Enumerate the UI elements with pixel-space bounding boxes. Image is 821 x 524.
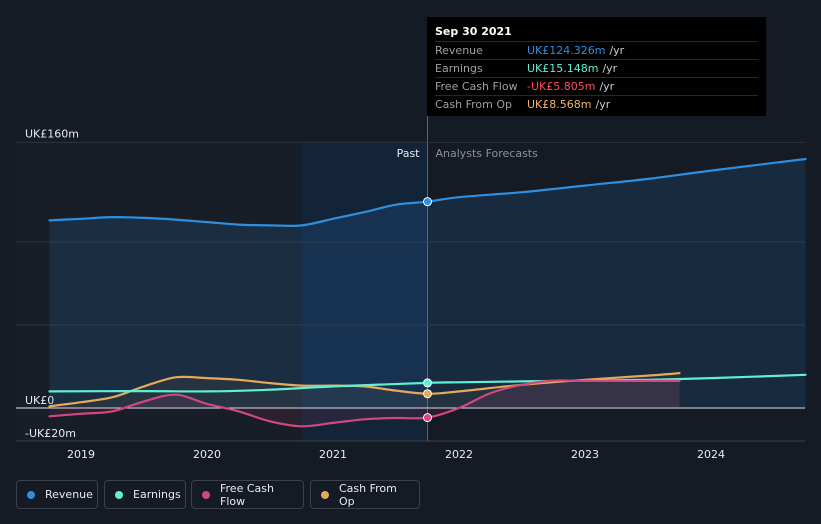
legend-label: Free Cash Flow xyxy=(220,481,274,508)
past-label: Past xyxy=(397,147,421,160)
tooltip-label: Earnings xyxy=(435,62,483,75)
free-cash-flow-dot-icon xyxy=(202,490,210,499)
earnings-marker xyxy=(423,378,432,388)
y-tick-label: UK£0 xyxy=(25,394,54,407)
free-cash-flow-area xyxy=(49,380,680,427)
y-tick-label: -UK£20m xyxy=(25,427,76,440)
tooltip-value: -UK£5.805m xyxy=(527,80,596,93)
legend-item-cash-from-op[interactable]: Cash From Op xyxy=(310,480,420,509)
cash-from-op-marker xyxy=(423,389,432,399)
tooltip-unit: /yr xyxy=(595,98,611,111)
legend-item-revenue[interactable]: Revenue xyxy=(16,480,98,509)
cash-from-op-dot-icon xyxy=(321,490,329,499)
cash-from-op-area xyxy=(49,373,680,408)
tooltip-label: Free Cash Flow xyxy=(435,80,518,93)
tooltip-row-cash-from-op: Cash From Op UK£8.568m /yr xyxy=(435,95,758,113)
free-cash-flow-marker xyxy=(423,413,432,423)
tooltip-row-earnings: Earnings UK£15.148m /yr xyxy=(435,59,758,77)
legend-label: Earnings xyxy=(133,488,181,501)
tooltip-row-free-cash-flow: Free Cash Flow -UK£5.805m /yr xyxy=(435,77,758,95)
revenue-area xyxy=(49,159,806,408)
x-tick-label: 2021 xyxy=(319,448,347,461)
legend-item-free-cash-flow[interactable]: Free Cash Flow xyxy=(191,480,304,509)
tooltip-date: Sep 30 2021 xyxy=(435,25,512,38)
revenue-line xyxy=(48,157,807,228)
tooltip-unit: /yr xyxy=(602,62,618,75)
earnings-line xyxy=(48,373,807,393)
earnings-dot-icon xyxy=(115,490,123,499)
x-tick-label: 2022 xyxy=(445,448,473,461)
tooltip-label: Revenue xyxy=(435,44,483,57)
tooltip-label: Cash From Op xyxy=(435,98,513,111)
legend-label: Cash From Op xyxy=(339,481,397,508)
forecast-label: Analysts Forecasts xyxy=(436,147,539,160)
x-tick-label: 2019 xyxy=(67,448,95,461)
revenue-marker xyxy=(423,197,432,207)
tooltip-unit: /yr xyxy=(599,80,615,93)
x-tick-label: 2024 xyxy=(697,448,725,461)
tooltip-value: UK£124.326m xyxy=(527,44,606,57)
tooltip-value: UK£8.568m xyxy=(527,98,592,111)
revenue-dot-icon xyxy=(27,490,35,499)
free-cash-flow-line xyxy=(48,379,681,428)
x-tick-label: 2023 xyxy=(571,448,599,461)
tooltip-value: UK£15.148m xyxy=(527,62,599,75)
legend-item-earnings[interactable]: Earnings xyxy=(104,480,186,509)
tooltip-row-revenue: Revenue UK£124.326m /yr xyxy=(435,41,758,59)
tooltip: Sep 30 2021 Revenue UK£124.326m /yr Earn… xyxy=(427,17,766,116)
y-tick-label: UK£160m xyxy=(25,127,79,140)
x-tick-label: 2020 xyxy=(193,448,221,461)
tooltip-unit: /yr xyxy=(609,44,625,57)
legend-label: Revenue xyxy=(45,488,93,501)
